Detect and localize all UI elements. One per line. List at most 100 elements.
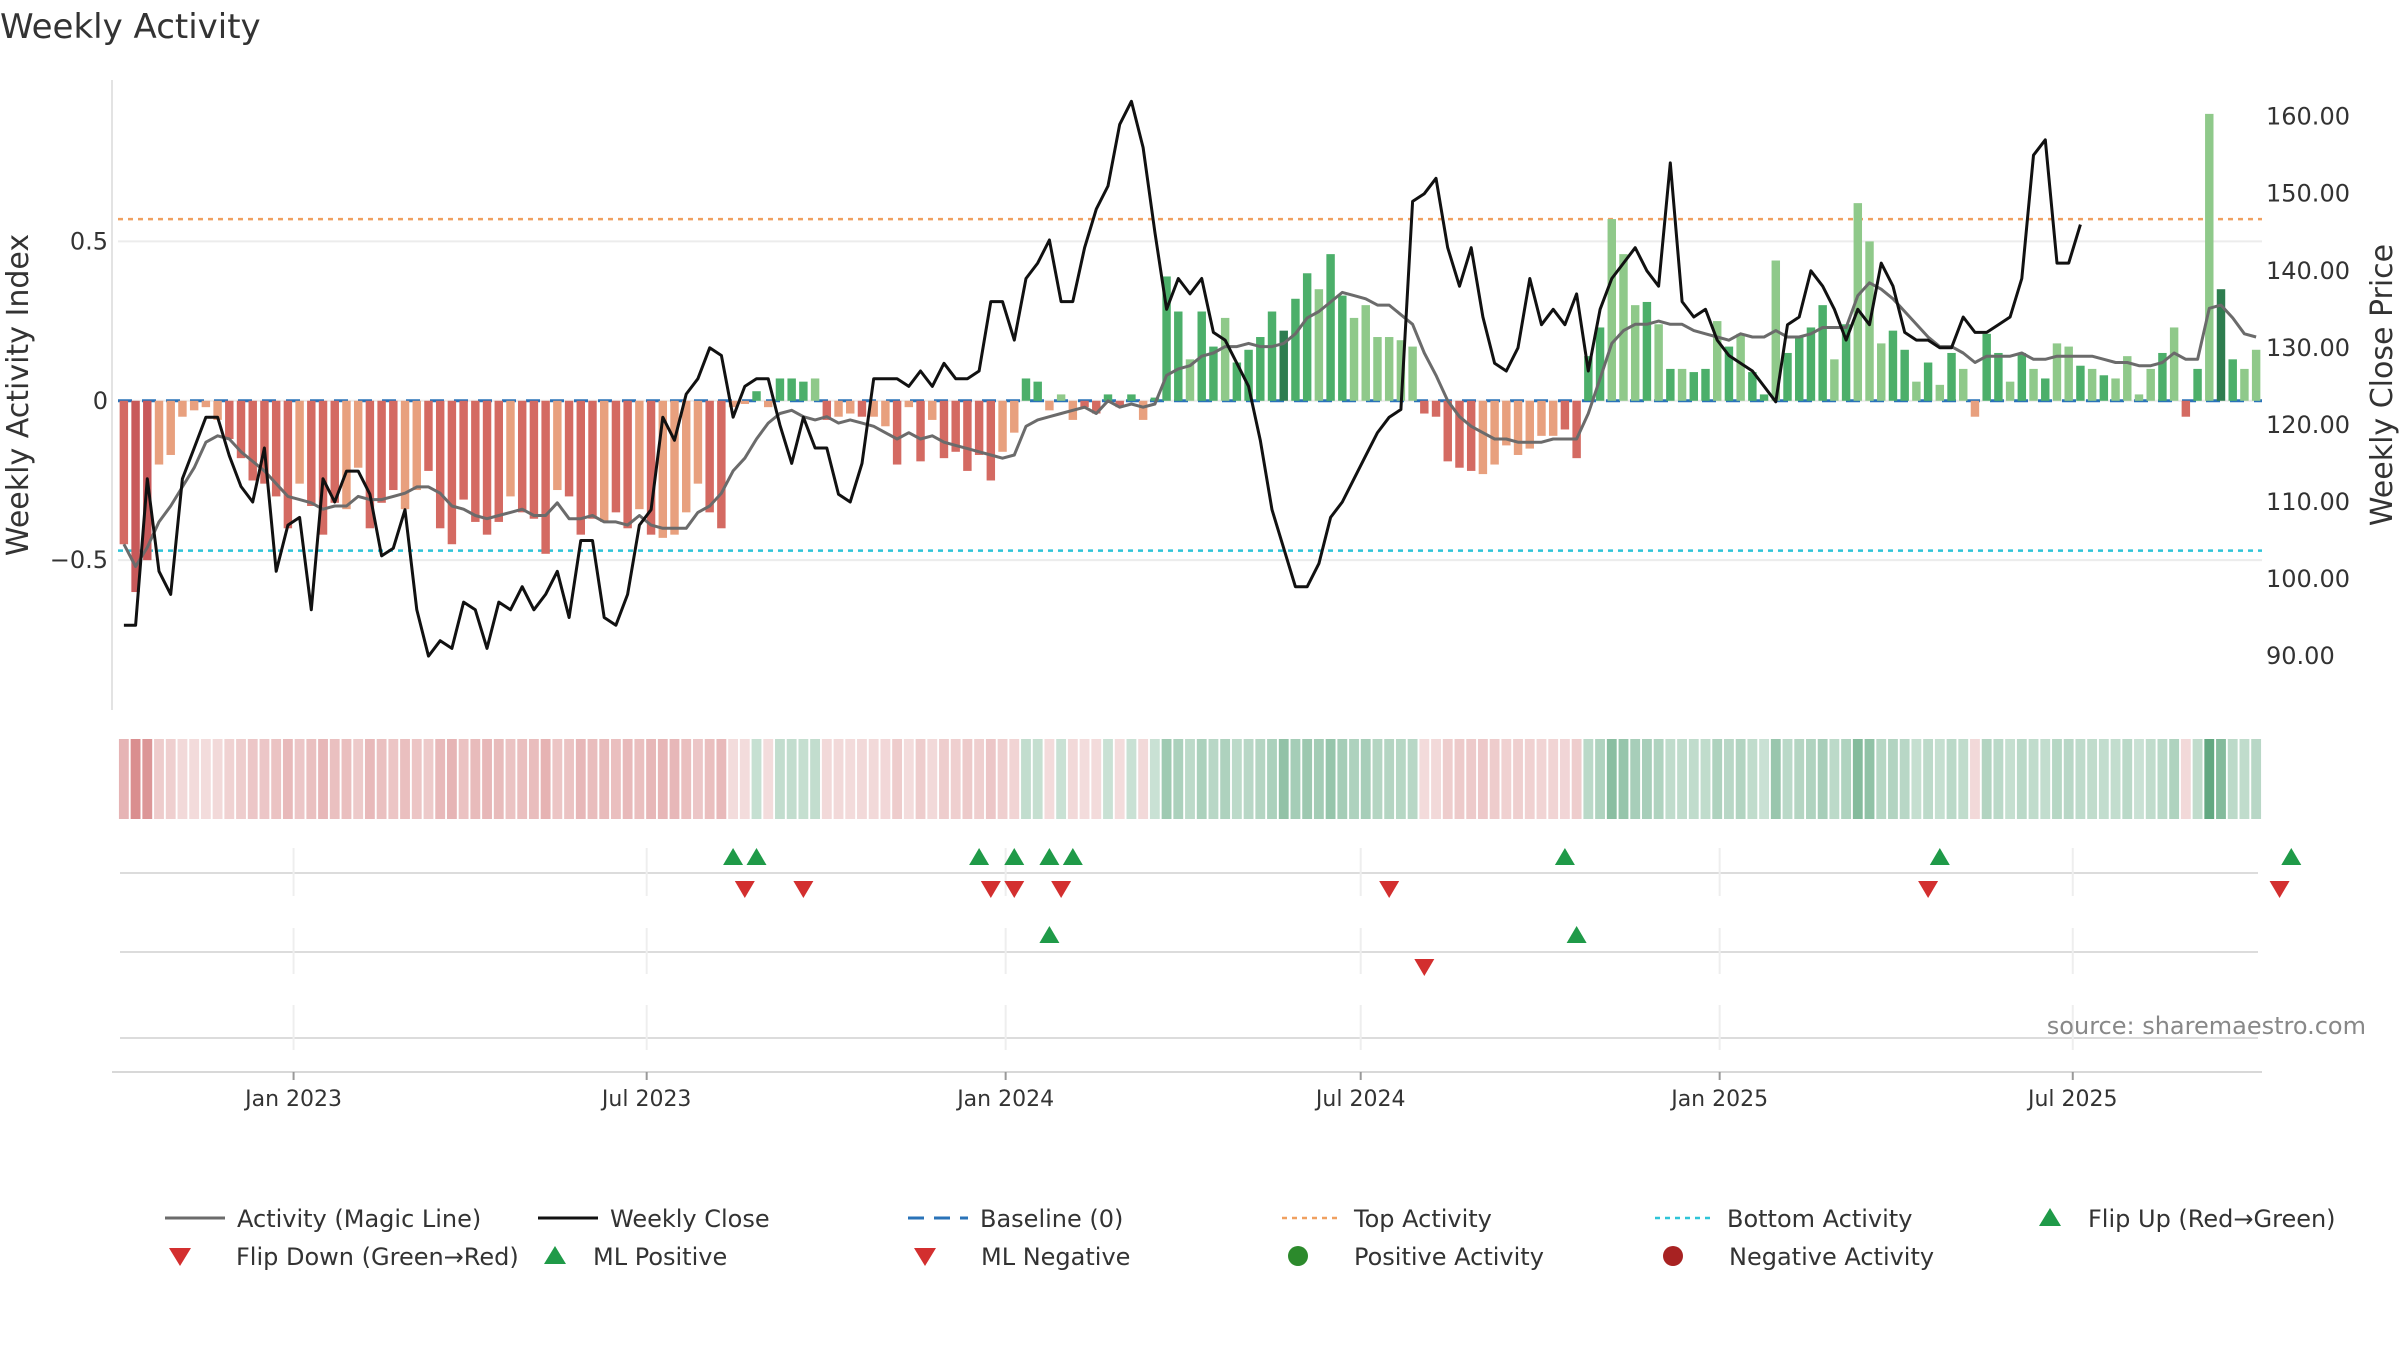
activity-bar — [588, 400, 597, 519]
activity-bar — [494, 400, 503, 522]
activity-bar — [1724, 346, 1734, 401]
heat-cell — [903, 739, 914, 819]
heat-cell — [2098, 739, 2109, 819]
activity-bar — [353, 400, 363, 468]
heat-cell — [2063, 739, 2074, 819]
left-tick-label: −0.5 — [50, 546, 108, 574]
right-tick-label: 140.00 — [2266, 257, 2350, 285]
x-tick-label: Jul 2024 — [1314, 1087, 1406, 1112]
heat-cell — [1044, 739, 1055, 819]
x-tick-label: Jul 2023 — [600, 1087, 692, 1112]
activity-bar — [1103, 394, 1113, 401]
activity-bar — [1056, 394, 1066, 401]
legend-label: Flip Up (Red→Green) — [2088, 1205, 2336, 1233]
heat-cell — [1735, 739, 1746, 819]
heat-cell — [1466, 739, 1477, 819]
activity-bar — [1209, 346, 1218, 401]
flip-up-marker — [723, 848, 744, 865]
activity-bar — [1853, 203, 1863, 401]
activity-bar — [670, 400, 679, 535]
flip-down-marker — [793, 881, 814, 898]
heat-cell — [1384, 739, 1395, 819]
activity-bar — [1326, 254, 1335, 401]
activity-bar — [482, 400, 492, 535]
heat-cell — [821, 739, 832, 819]
activity-bar — [213, 400, 222, 420]
activity-bar — [389, 400, 398, 491]
heat-cell — [1477, 739, 1488, 819]
activity-bar — [1115, 400, 1124, 408]
right-tick-label: 110.00 — [2266, 488, 2350, 516]
activity-bar — [1595, 327, 1605, 401]
heat-cell — [411, 739, 422, 819]
heat-cell — [423, 739, 434, 819]
activity-bar — [892, 400, 902, 465]
activity-bar — [799, 381, 808, 401]
flip-down-marker — [1918, 881, 1939, 898]
legend-item-ml-positive: ML Positive — [544, 1243, 727, 1271]
activity-bar — [1548, 400, 1558, 436]
heat-cell — [400, 739, 410, 819]
activity-bar — [764, 400, 773, 408]
heat-cell — [1419, 739, 1430, 819]
heat-cell — [587, 739, 598, 819]
activity-bar — [271, 400, 281, 497]
heat-cell — [1899, 739, 1910, 819]
source-note: source: sharemaestro.com — [2047, 1012, 2366, 1040]
activity-bar — [2076, 365, 2085, 401]
legend-item-baseline: Baseline (0) — [908, 1205, 1123, 1233]
heat-cell — [1255, 739, 1266, 819]
weekly-close-line — [123, 99, 2082, 658]
heat-cell — [212, 739, 223, 819]
activity-bar — [1701, 368, 1710, 401]
heat-cell — [1794, 739, 1805, 819]
heat-cell — [482, 739, 492, 819]
chart-title: Weekly Activity — [0, 7, 261, 47]
legend-label: Bottom Activity — [1727, 1205, 1912, 1233]
heat-cell — [2157, 739, 2168, 819]
activity-bar — [635, 400, 644, 510]
activity-bar — [1443, 400, 1452, 462]
heat-cell — [1407, 739, 1418, 819]
activity-bar — [1572, 400, 1581, 459]
ml-negative-marker — [1414, 959, 1435, 976]
activity-bar — [740, 400, 750, 404]
legend-label: Negative Activity — [1729, 1243, 1934, 1271]
activity-bar — [1619, 254, 1628, 401]
legend-label: ML Positive — [593, 1243, 727, 1271]
heat-cell — [353, 739, 364, 819]
heat-cell — [517, 739, 528, 819]
activity-bar — [471, 400, 480, 522]
heat-cell — [1501, 739, 1512, 819]
activity-bar — [1232, 362, 1242, 401]
activity-bar — [822, 400, 832, 420]
heat-cell — [1536, 739, 1547, 819]
heat-cell — [1067, 739, 1078, 819]
activity-bar — [1349, 317, 1359, 401]
activity-bar — [1373, 337, 1382, 401]
activity-bar — [131, 400, 140, 593]
flip-up-marker — [1039, 848, 1060, 865]
ml-positive-marker — [1039, 926, 1060, 943]
legend-swatch — [1663, 1246, 1683, 1266]
activity-bar — [1185, 359, 1195, 401]
heat-cell — [2028, 739, 2039, 819]
activity-bar — [1783, 352, 1792, 401]
right-tick-label: 120.00 — [2266, 411, 2350, 439]
activity-bar — [2087, 368, 2097, 401]
heat-cell — [611, 739, 621, 819]
heat-cell — [1056, 739, 1067, 819]
heat-cell — [1313, 739, 1324, 819]
heat-cell — [1665, 739, 1676, 819]
activity-bar — [365, 400, 375, 529]
heat-cell — [2239, 739, 2250, 819]
activity-bar — [1455, 400, 1464, 468]
heat-cell — [236, 739, 246, 819]
activity-bar — [2064, 346, 2073, 401]
activity-bar — [1279, 330, 1288, 401]
activity-bar — [248, 400, 257, 481]
heat-cell — [1595, 739, 1605, 819]
activity-bar — [1162, 276, 1171, 401]
x-tick-label: Jul 2025 — [2026, 1087, 2118, 1112]
activity-bar — [1150, 397, 1160, 401]
